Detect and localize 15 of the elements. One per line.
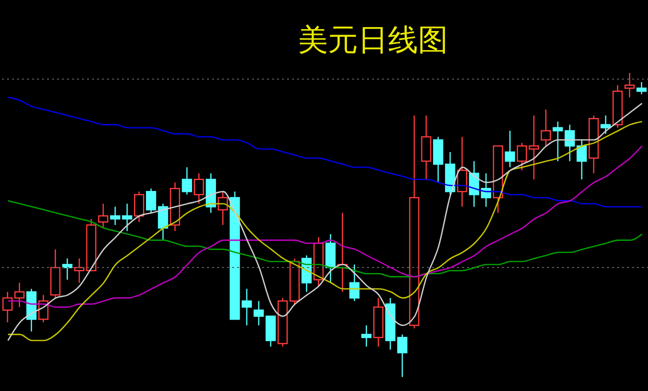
candlestick [218,190,228,226]
candlestick [62,258,72,280]
candlestick [14,282,25,308]
candlestick [98,203,108,229]
candlestick [409,114,420,329]
candlestick [421,114,432,180]
candlestick [373,297,384,348]
candlestick [325,234,336,284]
candlestick [361,324,372,348]
candlestick [540,108,551,147]
chart-title: 美元日线图 [297,22,449,60]
candlestick [624,73,635,98]
candlestick [456,136,468,208]
candlestick [588,114,599,174]
candlestick [528,114,539,180]
